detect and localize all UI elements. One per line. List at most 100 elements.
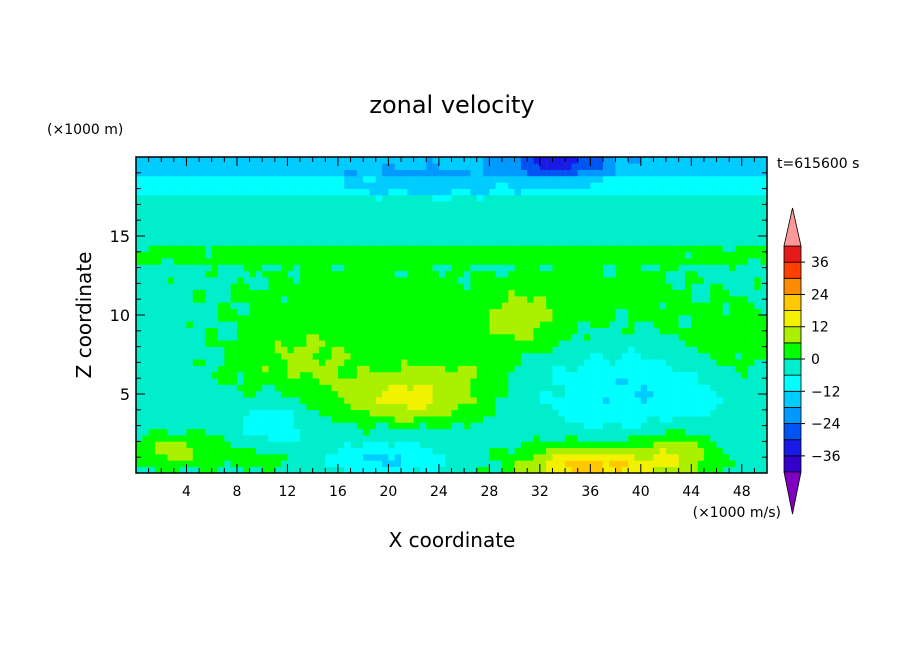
field-cell [369, 371, 377, 379]
field-cell [533, 207, 541, 215]
field-cell [445, 194, 452, 202]
field-cell [483, 226, 490, 234]
field-cell [331, 302, 339, 309]
field-cell [451, 340, 459, 347]
field-cell [218, 270, 225, 278]
field-cell [325, 251, 332, 259]
field-cell [224, 447, 231, 455]
field-cell [382, 321, 389, 328]
field-cell [628, 384, 635, 392]
field-cell [602, 447, 610, 455]
field-cell [236, 321, 244, 328]
field-cell [565, 169, 572, 177]
field-cell [293, 308, 301, 316]
field-cell [609, 346, 616, 354]
field-cell [224, 289, 231, 297]
field-cell [634, 220, 642, 227]
field-cell [672, 441, 679, 449]
field-cell [142, 264, 149, 272]
field-cell [211, 201, 219, 208]
field-cell [659, 213, 667, 221]
field-cell [741, 416, 749, 423]
field-cell [274, 371, 282, 379]
field-cell [274, 390, 282, 398]
field-cell [684, 201, 692, 208]
field-cell [445, 175, 452, 183]
field-cell [192, 447, 200, 455]
field-cell [325, 435, 332, 442]
field-cell [180, 213, 187, 221]
field-cell [293, 315, 301, 322]
field-cell [520, 371, 528, 379]
field-cell [609, 365, 616, 373]
field-cell [760, 378, 767, 385]
field-cell [609, 428, 616, 436]
field-cell [180, 194, 187, 202]
field-cell [489, 157, 496, 164]
field-cell [161, 371, 168, 379]
field-cell [287, 346, 295, 354]
field-cell [748, 308, 755, 316]
field-cell [483, 245, 490, 253]
field-cell [533, 283, 541, 291]
field-cell [489, 359, 496, 366]
field-cell [287, 232, 295, 240]
field-cell [464, 239, 471, 246]
field-cell [375, 245, 383, 253]
field-cell [363, 454, 370, 461]
field-cell [325, 296, 332, 303]
field-cell [388, 277, 395, 284]
field-cell [495, 333, 503, 341]
field-cell [495, 466, 503, 473]
field-cell [710, 289, 717, 297]
field-cell [571, 397, 578, 404]
field-cell [464, 175, 471, 183]
field-cell [281, 447, 288, 455]
field-cell [577, 169, 585, 177]
field-cell [419, 289, 427, 297]
field-cell [192, 333, 200, 341]
field-cell [356, 220, 364, 227]
field-cell [716, 283, 724, 291]
field-cell [552, 390, 560, 398]
field-cell [546, 321, 553, 328]
field-cell [710, 226, 717, 234]
field-cell [659, 454, 667, 461]
field-cell [413, 416, 421, 423]
field-cell [375, 346, 383, 354]
field-cell [584, 435, 591, 442]
field-cell [382, 346, 389, 354]
field-cell [584, 296, 591, 303]
field-cell [224, 270, 231, 278]
field-cell [602, 327, 610, 335]
field-cell [691, 390, 698, 398]
field-cell [451, 397, 459, 404]
field-cell [312, 390, 320, 398]
field-cell [464, 422, 471, 430]
field-cell [602, 220, 610, 227]
field-cell [539, 157, 547, 164]
field-cell [211, 403, 219, 411]
field-cell [255, 315, 263, 322]
field-cell [344, 194, 351, 202]
field-cell [199, 321, 206, 328]
field-cell [382, 327, 389, 335]
field-cell [691, 378, 698, 385]
field-cell [760, 460, 767, 467]
field-cell [192, 201, 200, 208]
field-cell [514, 220, 522, 227]
field-cell [741, 213, 749, 221]
field-cell [255, 435, 263, 442]
field-cell [363, 447, 370, 455]
field-cell [748, 352, 755, 360]
field-cell [729, 258, 736, 265]
field-cell [199, 454, 206, 461]
field-cell [754, 220, 761, 227]
field-cell [192, 289, 200, 297]
field-cell [325, 182, 332, 189]
field-cell [451, 213, 459, 221]
field-cell [318, 169, 326, 177]
field-cell [306, 403, 313, 411]
field-cell [211, 359, 219, 366]
field-cell [483, 264, 490, 272]
